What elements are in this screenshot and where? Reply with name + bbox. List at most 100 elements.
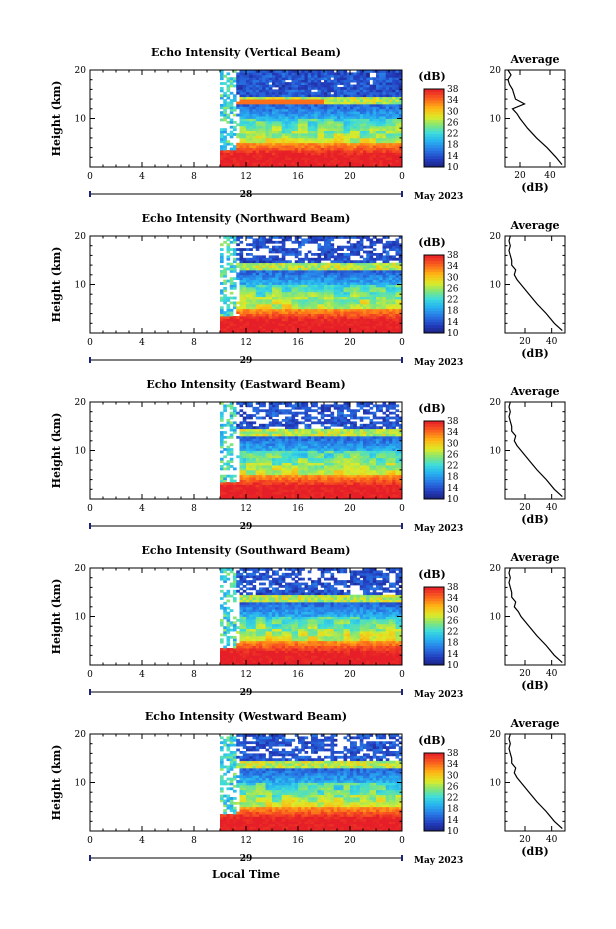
heatmap-cell: [255, 84, 260, 88]
heatmap-cell: [379, 157, 383, 161]
heatmap-cell: [262, 330, 266, 334]
heatmap-cell: [252, 306, 257, 310]
heatmap-cell: [398, 164, 403, 168]
heatmap-cell: [343, 159, 348, 163]
heatmap-cell: [229, 411, 234, 415]
heatmap-cell: [262, 72, 266, 76]
heatmap-cell: [298, 120, 302, 124]
heatmap-cell: [311, 106, 315, 110]
heatmap-cell: [363, 236, 367, 239]
heatmap-cell: [239, 145, 244, 148]
heatmap-cell: [239, 159, 244, 163]
heatmap-cell: [392, 284, 396, 288]
heatmap-cell: [262, 416, 266, 420]
heatmap-cell: [340, 301, 344, 305]
heatmap-cell: [353, 296, 357, 300]
heatmap-cell: [330, 82, 335, 85]
heatmap-cell: [359, 152, 364, 156]
heatmap-cell: [229, 435, 234, 439]
heatmap-cell: [327, 113, 331, 117]
heatmap-cell: [265, 123, 270, 127]
heatmap-cell: [320, 128, 325, 132]
heatmap-cell: [346, 274, 351, 278]
heatmap-cell: [327, 120, 331, 124]
heatmap-cell: [343, 269, 348, 273]
heatmap-cell: [255, 311, 260, 314]
heatmap-cell: [382, 260, 387, 264]
heatmap-cell: [298, 142, 302, 146]
heatmap-cell: [359, 164, 364, 168]
heatmap-cell: [346, 103, 351, 107]
heatmap-cells: [220, 236, 403, 334]
heatmap-cell: [281, 282, 286, 285]
heatmap-cell: [311, 274, 315, 278]
heatmap-cell: [346, 245, 351, 249]
heatmap-cell: [265, 455, 270, 459]
heatmap-cell: [333, 108, 338, 112]
heatmap-cell: [294, 250, 299, 254]
heatmap-cell: [333, 277, 338, 281]
heatmap-cell: [220, 137, 224, 141]
heatmap-cell: [324, 325, 328, 329]
heatmap-cell: [366, 311, 370, 314]
heatmap-cell: [294, 306, 299, 310]
heatmap-cell: [229, 120, 234, 124]
heatmap-cell: [337, 150, 341, 153]
heatmap-cell: [233, 106, 237, 110]
heatmap-cell: [272, 82, 276, 85]
heatmap-cell: [346, 150, 351, 153]
heatmap-cell: [314, 303, 318, 307]
heatmap-cell: [278, 248, 283, 251]
heatmap-cell: [385, 286, 390, 290]
heatmap-cell: [385, 265, 390, 268]
heatmap-cell: [278, 299, 283, 302]
heatmap-cell: [233, 128, 237, 132]
heatmap-cell: [395, 257, 400, 261]
heatmap-cell: [268, 472, 273, 476]
heatmap-cell: [255, 486, 260, 490]
heatmap-cell: [249, 448, 253, 451]
heatmap-cell: [327, 130, 331, 134]
heatmap-cell: [330, 162, 335, 165]
heatmap-cell: [346, 82, 351, 85]
heatmap-cell: [223, 448, 227, 451]
heatmap-cell: [275, 140, 279, 144]
heatmap-cell: [330, 84, 335, 88]
heatmap-cell: [337, 294, 341, 298]
heatmap-cell: [353, 308, 357, 312]
heatmap-cell: [333, 284, 338, 288]
heatmap-cell: [340, 267, 344, 271]
average-y-tick-label: 20: [490, 66, 502, 76]
heatmap-cell: [327, 257, 331, 261]
heatmap-cell: [392, 130, 396, 134]
heatmap-cell: [389, 299, 393, 302]
heatmap-cell: [301, 318, 305, 322]
heatmap-cell: [346, 299, 351, 302]
heatmap-cell: [311, 77, 315, 81]
heatmap-cell: [343, 135, 348, 139]
heatmap-cell: [249, 477, 253, 480]
heatmap-cell: [356, 306, 361, 310]
heatmap-cell: [268, 265, 273, 268]
heatmap-cell: [395, 299, 400, 302]
heatmap-cell: [343, 267, 348, 271]
heatmap-cell: [382, 311, 387, 314]
heatmap-cell: [246, 94, 250, 98]
heatmap-cell: [369, 272, 374, 276]
heatmap-cell: [385, 313, 390, 317]
heatmap-cell: [262, 240, 266, 244]
heatmap-cell: [385, 255, 390, 259]
heatmap-cell: [398, 135, 403, 139]
heatmap-cell: [298, 274, 302, 278]
heatmap-cell: [223, 325, 227, 329]
heatmap-cell: [311, 125, 315, 129]
heatmap-cell: [252, 128, 257, 132]
heatmap-cell: [350, 301, 354, 305]
heatmap-cell: [288, 103, 292, 107]
heatmap-cell: [307, 262, 312, 266]
heatmap-cell: [304, 157, 309, 161]
heatmap-cell: [382, 250, 387, 254]
heatmap-cell: [379, 303, 383, 307]
heatmap-cell: [281, 274, 286, 278]
heatmap-cell: [298, 89, 302, 93]
